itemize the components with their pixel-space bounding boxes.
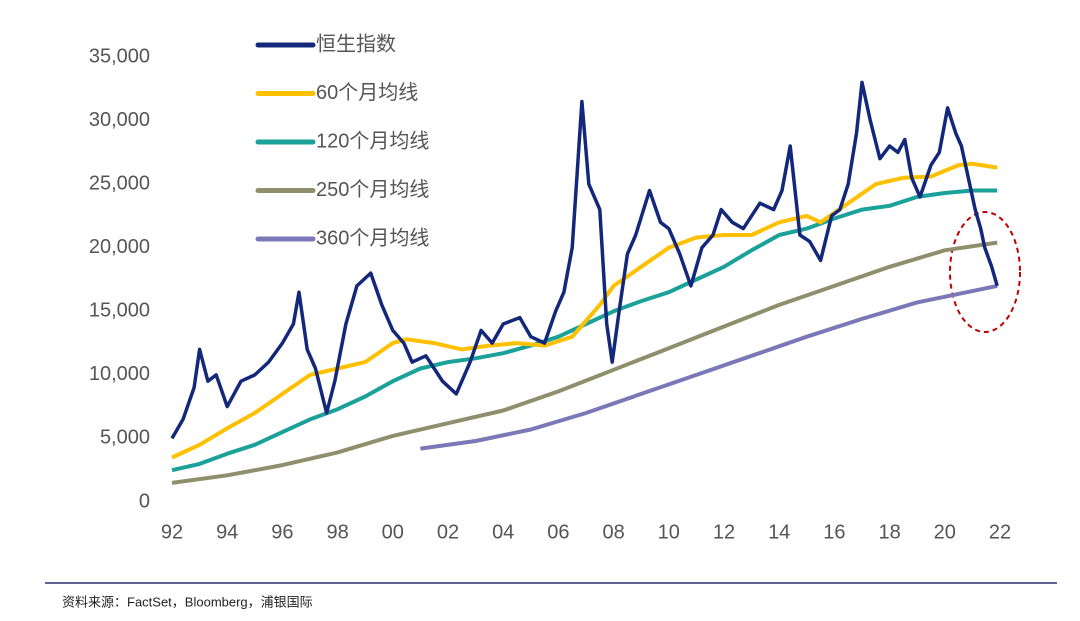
legend-label: 120个月均线: [316, 129, 429, 152]
x-tick-label: 18: [878, 521, 900, 543]
y-tick-label: 0: [139, 490, 150, 512]
legend-label: 250个月均线: [316, 178, 429, 201]
x-tick-label: 04: [492, 521, 514, 543]
x-tick-label: 92: [161, 521, 183, 543]
source-note: 资料来源：FactSet，Bloomberg，浦银国际: [62, 594, 313, 609]
y-tick-label: 35,000: [89, 45, 150, 67]
x-tick-label: 98: [326, 521, 348, 543]
x-tick-label: 08: [602, 521, 624, 543]
x-tick-label: 96: [271, 521, 293, 543]
legend-label: 360个月均线: [316, 226, 429, 249]
y-tick-label: 10,000: [89, 363, 150, 385]
legend-label: 60个月均线: [316, 81, 418, 104]
x-tick-label: 00: [382, 521, 404, 543]
series-line: [171, 240, 998, 485]
x-tick-label: 22: [989, 521, 1011, 543]
series-line: [171, 161, 998, 460]
x-tick-label: 06: [547, 521, 569, 543]
x-tick-label: 20: [934, 521, 956, 543]
y-tick-label: 15,000: [89, 300, 150, 322]
y-tick-label: 25,000: [89, 172, 150, 194]
x-tick-label: 10: [658, 521, 680, 543]
y-tick-label: 30,000: [89, 109, 150, 131]
x-tick-label: 02: [437, 521, 459, 543]
x-tick-label: 12: [713, 521, 735, 543]
series-line: [420, 283, 998, 451]
highlight-ellipse: [949, 211, 1021, 333]
series-line: [171, 188, 998, 473]
y-tick-label: 20,000: [89, 236, 150, 258]
x-tick-label: 94: [216, 521, 238, 543]
series-line: [170, 80, 999, 440]
legend-label: 恒生指数: [316, 32, 396, 55]
x-tick-label: 16: [823, 521, 845, 543]
y-tick-label: 5,000: [100, 427, 150, 449]
x-tick-label: 14: [768, 521, 790, 543]
